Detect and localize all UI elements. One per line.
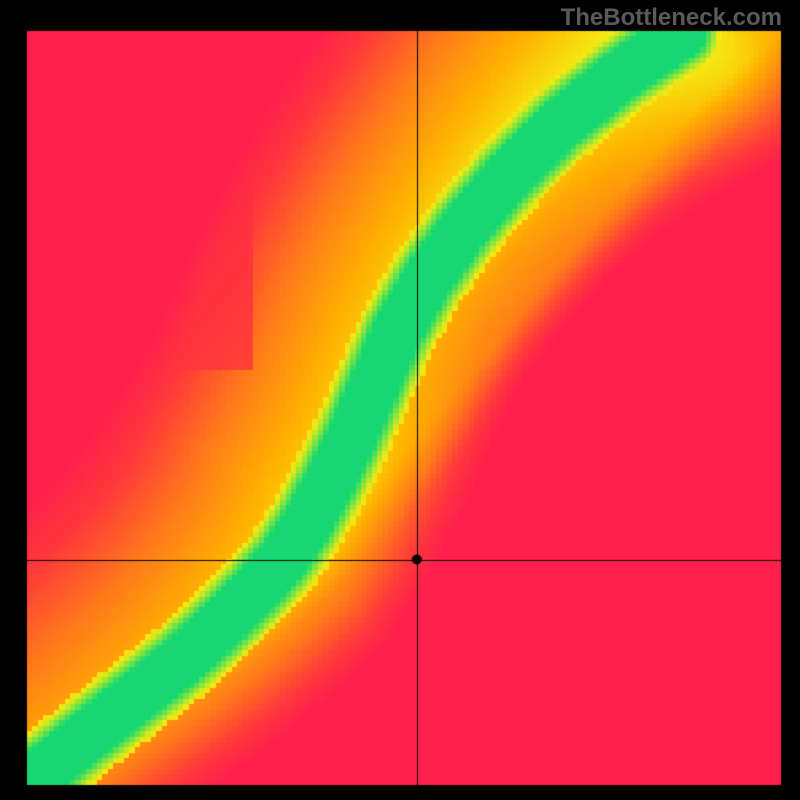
watermark-text: TheBottleneck.com: [561, 4, 782, 32]
heatmap-canvas: [0, 0, 800, 800]
chart-container: TheBottleneck.com: [0, 0, 800, 800]
